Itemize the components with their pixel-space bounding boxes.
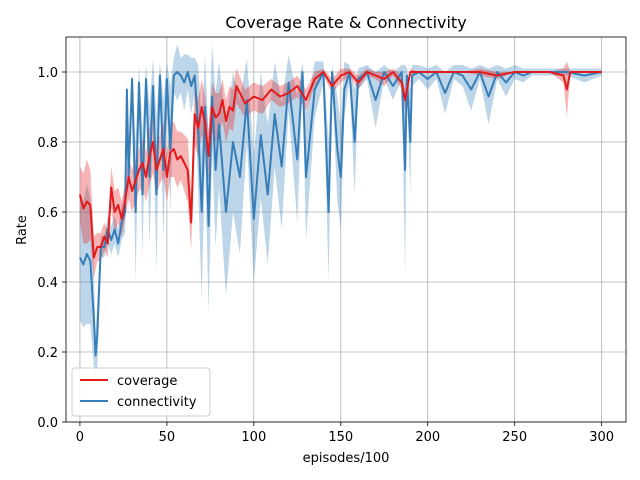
band-coverage <box>79 61 602 279</box>
x-tick-label: 300 <box>589 430 614 445</box>
x-tick-label: 250 <box>502 430 527 445</box>
x-tick-label: 200 <box>415 430 440 445</box>
line-coverage <box>78 71 602 259</box>
y-tick-label: 1.0 <box>37 66 58 81</box>
plot-frame <box>65 36 627 423</box>
chart-title: Coverage Rate & Connectivity <box>225 13 466 32</box>
y-axis-label: Rate <box>15 215 30 245</box>
x-axis-label: episodes/100 <box>303 451 390 466</box>
axis-ticks: 0 50 100 150 200 250 300 0.0 0.2 0.4 0.6 0.8 1.0 <box>37 66 614 445</box>
legend-label-connectivity: connectivity <box>117 395 197 410</box>
legend: coverage connectivity <box>71 367 211 417</box>
legend-label-coverage: coverage <box>117 374 177 389</box>
y-tick-label: 0.8 <box>37 136 58 151</box>
x-tick-label: 0 <box>76 430 84 445</box>
x-tick-label: 150 <box>328 430 353 445</box>
x-tick-label: 100 <box>241 430 266 445</box>
x-tick-label: 50 <box>159 430 176 445</box>
y-tick-label: 0.2 <box>37 346 58 361</box>
y-tick-label: 0.6 <box>37 206 58 221</box>
line-connectivity <box>79 71 602 357</box>
y-tick-label: 0.0 <box>37 416 58 431</box>
y-tick-label: 0.4 <box>37 276 58 291</box>
series-lines <box>78 71 602 357</box>
